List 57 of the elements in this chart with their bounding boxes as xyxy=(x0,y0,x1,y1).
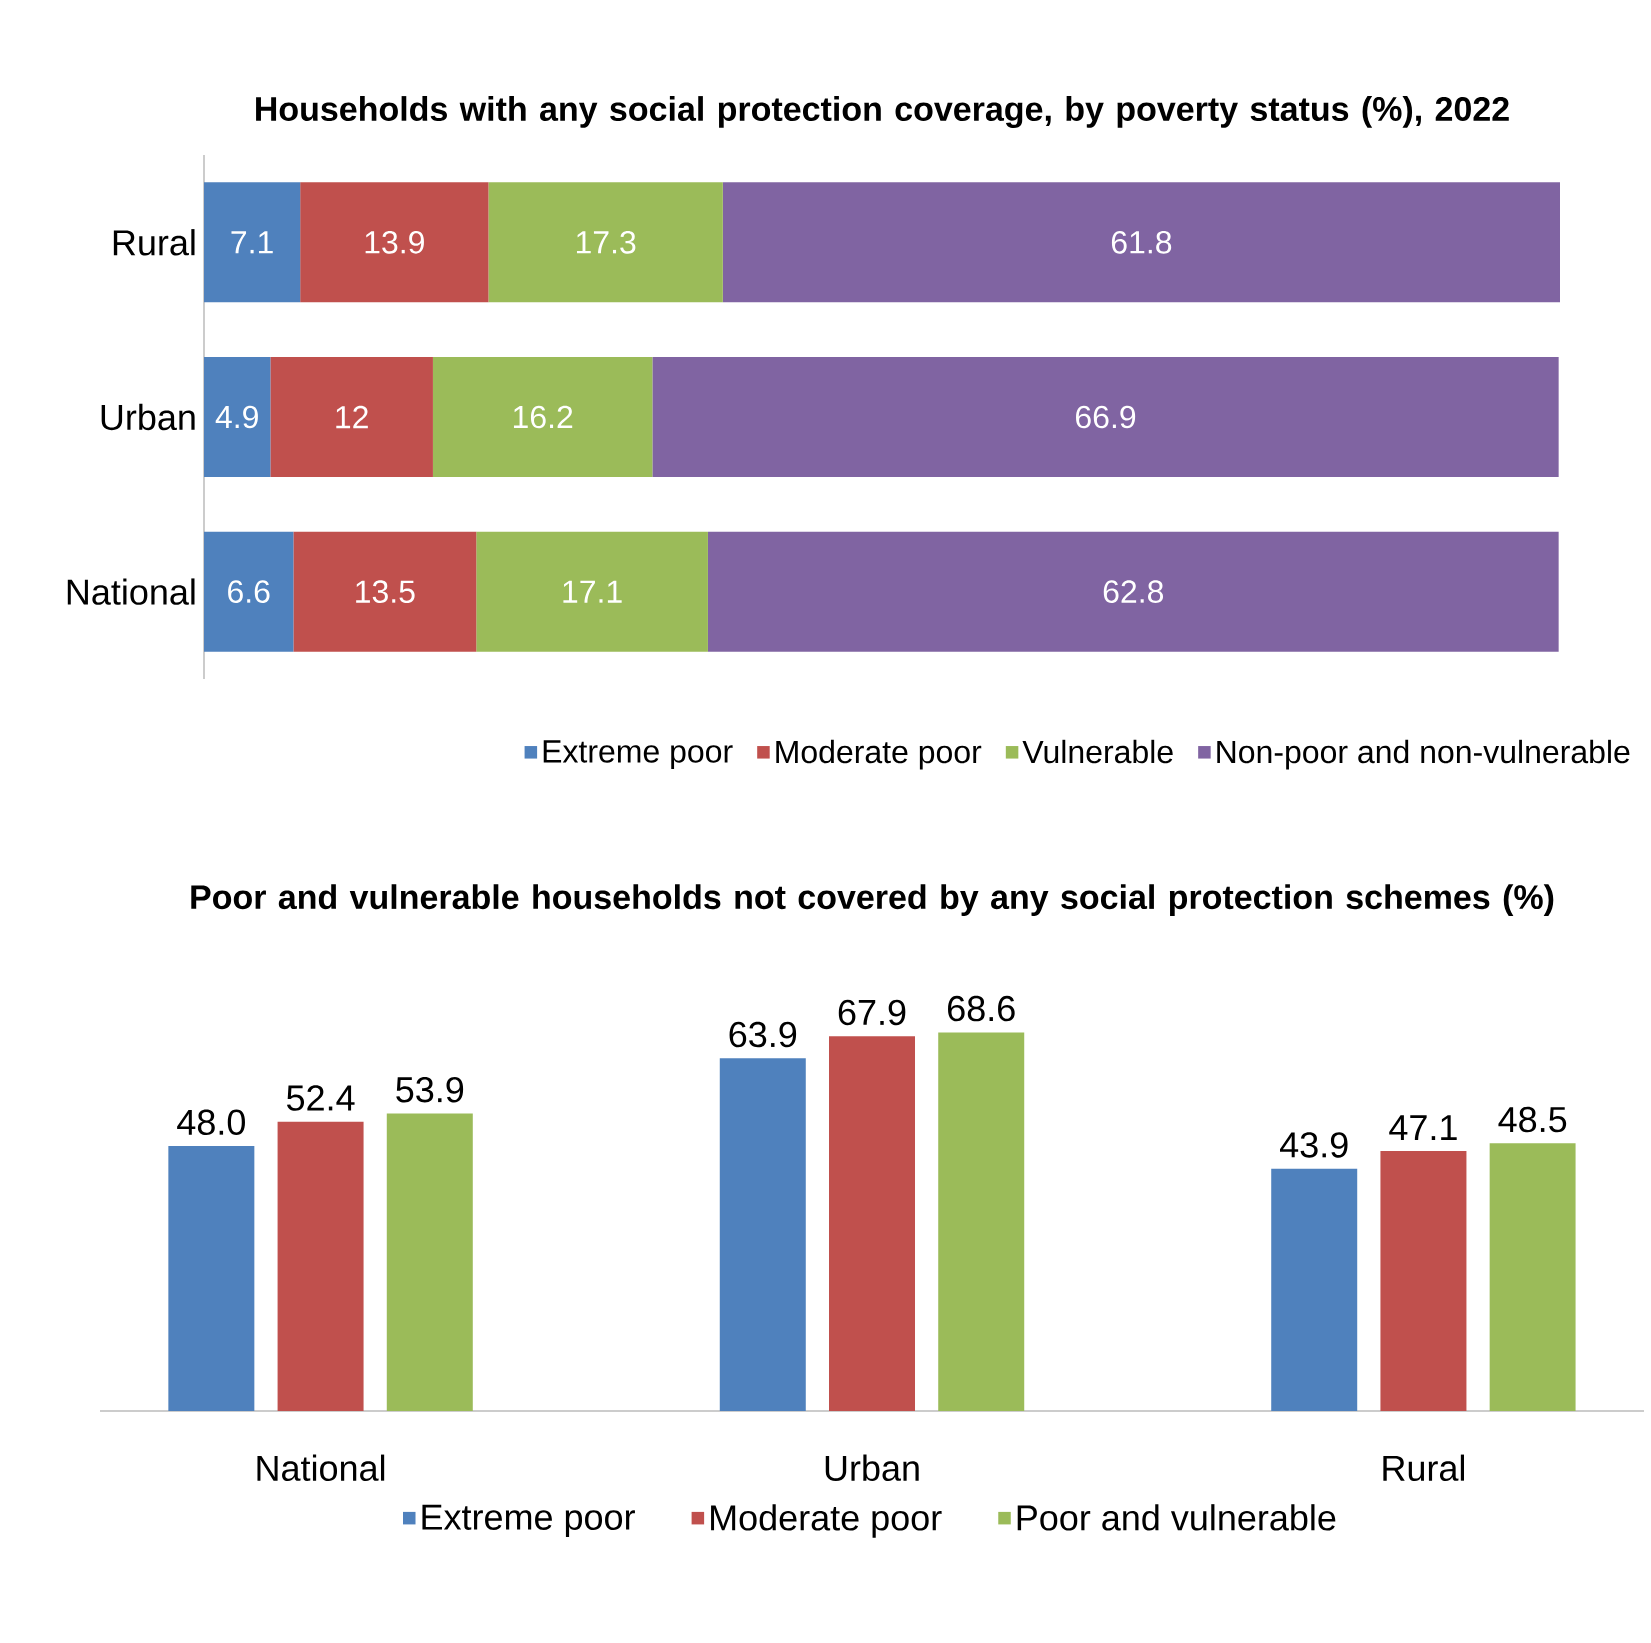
legend-label: Extreme poor xyxy=(422,1504,635,1538)
bar xyxy=(722,182,1561,303)
bar xyxy=(168,1146,255,1411)
bar xyxy=(652,356,1559,477)
bar xyxy=(300,182,489,303)
data-label: 62.8 xyxy=(1103,580,1164,603)
data-label: 48.5 xyxy=(1498,1106,1567,1133)
data-label: 47.1 xyxy=(1389,1115,1457,1140)
bar xyxy=(476,531,708,652)
bar xyxy=(719,1058,806,1411)
bar xyxy=(1271,1168,1358,1411)
data-label: 68.6 xyxy=(948,995,1015,1022)
chart-title: Poor and vulnerable households not covered by any social protection schemes (%) xyxy=(191,884,1554,916)
legend-label: Non-poor and non-vulnerable xyxy=(1217,739,1630,770)
data-label: 7.1 xyxy=(231,231,273,254)
data-label: 4.9 xyxy=(215,405,258,429)
legend-label: Extreme poor xyxy=(543,740,733,770)
y-tick-label: Urban xyxy=(101,403,195,431)
bar xyxy=(270,356,433,477)
legend-label: Moderate poor xyxy=(711,1504,942,1538)
bar xyxy=(488,182,723,303)
bar xyxy=(204,356,271,477)
bar xyxy=(1380,1151,1467,1411)
bar xyxy=(204,182,301,303)
data-label: 13.5 xyxy=(356,580,415,603)
bar xyxy=(707,531,1559,652)
y-tick-label: National xyxy=(67,578,195,605)
legend-label: Vulnerable xyxy=(1022,739,1173,764)
data-label: 52.4 xyxy=(286,1085,355,1111)
data-label: 43.9 xyxy=(1280,1132,1348,1158)
data-label: 16.2 xyxy=(513,405,573,429)
bar xyxy=(432,356,653,477)
data-label: 17.3 xyxy=(576,231,636,254)
data-label: 48.0 xyxy=(177,1109,245,1136)
bar xyxy=(1489,1143,1576,1411)
bar xyxy=(829,1036,916,1411)
x-tick-label: Rural xyxy=(1383,1454,1465,1482)
data-label: 66.9 xyxy=(1076,405,1136,429)
bar xyxy=(293,531,477,652)
data-label: 17.1 xyxy=(563,580,622,603)
data-label: 53.9 xyxy=(396,1076,464,1103)
chart-title: Households with any social protection coverage, by poverty status (%), 2022 xyxy=(256,96,1509,128)
data-label: 63.9 xyxy=(729,1021,797,1048)
data-label: 67.9 xyxy=(838,999,906,1026)
data-label: 61.8 xyxy=(1111,231,1172,254)
bar xyxy=(386,1113,473,1411)
bar xyxy=(204,531,294,652)
data-label: 6.6 xyxy=(228,580,270,603)
data-label: 13.9 xyxy=(365,231,424,254)
x-tick-label: National xyxy=(257,1454,385,1482)
legend-label: Moderate poor xyxy=(776,739,982,770)
y-tick-label: Rural xyxy=(113,229,195,256)
legend-label: Poor and vulnerable xyxy=(1017,1504,1336,1531)
bar xyxy=(938,1032,1025,1411)
bar xyxy=(277,1121,364,1411)
data-label: 12 xyxy=(336,405,368,429)
x-tick-label: Urban xyxy=(825,1454,919,1482)
